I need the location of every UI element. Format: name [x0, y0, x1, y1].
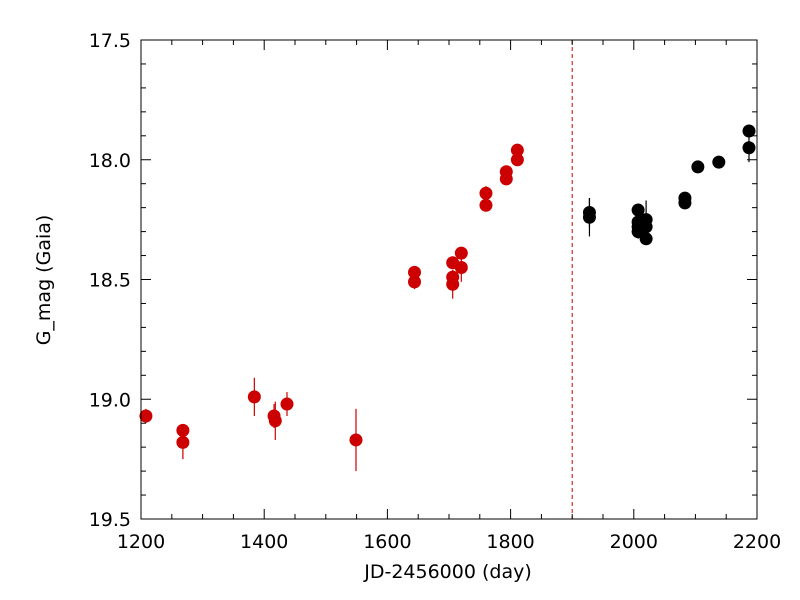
data-point — [499, 172, 513, 186]
data-point — [678, 196, 692, 210]
y-tick-label: 18.0 — [89, 150, 131, 172]
data-point — [639, 220, 653, 234]
data-point — [280, 397, 294, 411]
data-point — [408, 265, 422, 279]
tick-labels: 1200 1400 1600 1800 2000 2200 17.5 18.0 18.5 19.0… — [89, 30, 781, 553]
data-point — [268, 414, 282, 428]
data-point — [712, 155, 726, 169]
x-tick-label: 1200 — [117, 531, 165, 553]
data-point — [510, 143, 524, 157]
data-points — [139, 124, 756, 472]
data-point — [691, 160, 705, 174]
y-axis-title: G_mag (Gaia) — [33, 215, 55, 346]
data-point — [742, 124, 756, 138]
data-point — [454, 261, 468, 275]
x-tick-label: 1800 — [486, 531, 534, 553]
data-series — [582, 124, 756, 246]
x-tick-label: 2000 — [610, 531, 658, 553]
data-point — [510, 153, 524, 167]
data-point — [176, 435, 190, 449]
data-point — [479, 198, 493, 212]
axis-ticks — [140, 39, 758, 520]
x-tick-label: 1400 — [240, 531, 288, 553]
data-point — [631, 203, 645, 217]
data-point — [408, 275, 422, 289]
x-axis-title: JD-2456000 (day) — [363, 561, 532, 583]
x-tick-label: 1600 — [363, 531, 411, 553]
data-point — [446, 277, 460, 291]
data-point — [247, 390, 261, 404]
y-tick-label: 19.5 — [89, 509, 131, 531]
y-tick-label: 17.5 — [89, 30, 131, 52]
data-point — [582, 210, 596, 224]
data-point — [349, 433, 363, 447]
data-series — [139, 143, 524, 472]
data-point — [479, 186, 493, 200]
x-tick-label: 2200 — [733, 531, 781, 553]
data-point — [139, 409, 153, 423]
data-point — [742, 141, 756, 155]
y-tick-label: 18.5 — [89, 270, 131, 292]
data-point — [639, 232, 653, 246]
y-tick-label: 19.0 — [89, 389, 131, 411]
